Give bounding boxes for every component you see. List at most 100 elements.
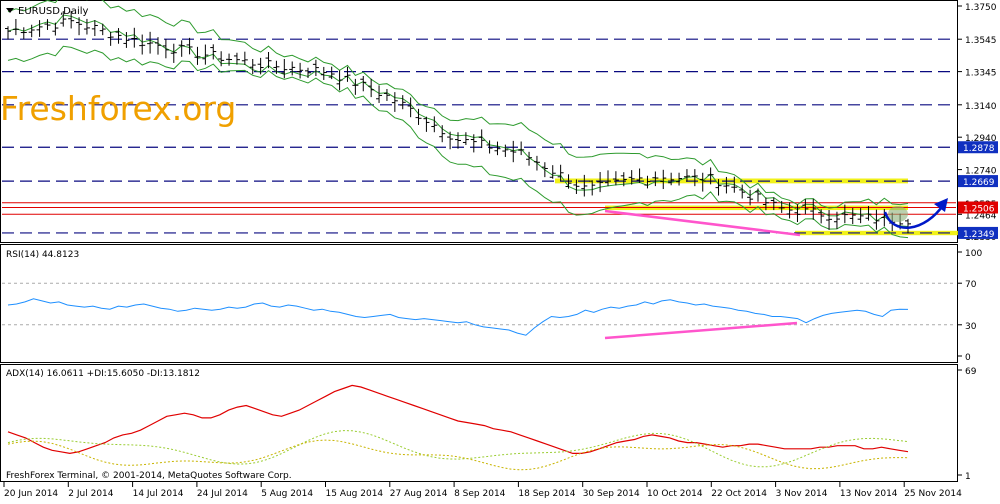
dropdown-triangle-icon[interactable] <box>6 8 14 13</box>
time-tick-label: 5 Aug 2014 <box>261 489 313 499</box>
price-bar <box>841 204 848 224</box>
price-tick-label: 1.2464 <box>965 211 997 221</box>
price-bar <box>707 167 714 185</box>
time-tick-label: 20 Jun 2014 <box>4 489 58 499</box>
price-bar <box>478 129 485 149</box>
price-bar <box>431 116 438 133</box>
price-bar <box>115 28 122 44</box>
time-tick-label: 22 Oct 2014 <box>711 489 767 499</box>
price-bar <box>194 46 201 65</box>
price-bar <box>778 200 785 213</box>
price-bar <box>715 179 722 196</box>
rsi-panel-frame <box>0 244 958 363</box>
price-tick-label: 1.3750 <box>965 3 997 13</box>
price-bar <box>660 169 667 190</box>
price-bar <box>123 32 130 48</box>
price-bar <box>455 132 461 149</box>
price-bar <box>565 174 572 189</box>
price-bar <box>699 172 706 192</box>
price-bar <box>802 199 809 215</box>
price-bar <box>52 22 59 36</box>
price-bar <box>533 155 540 171</box>
price-bar <box>683 169 690 182</box>
price-bar <box>5 26 11 40</box>
price-bar <box>786 202 793 219</box>
price-bar <box>320 66 327 80</box>
rsi-label: RSI(14) 44.8123 <box>6 250 79 260</box>
price-badge-label: 1.2506 <box>963 204 995 214</box>
price-bar <box>391 92 398 112</box>
forecast-arrow <box>883 203 946 229</box>
price-bar <box>494 141 501 156</box>
price-bar <box>597 172 604 193</box>
price-bar <box>581 174 588 197</box>
symbol-label: EURUSD,Daily <box>18 6 89 17</box>
price-bar <box>628 170 635 185</box>
price-bar <box>273 60 280 74</box>
price-bar <box>12 18 19 36</box>
price-bar <box>36 20 43 37</box>
price-bar <box>328 66 335 80</box>
price-bar <box>147 31 154 54</box>
price-bar <box>107 32 114 46</box>
price-bar <box>541 162 548 178</box>
price-bar <box>502 144 509 157</box>
price-bar <box>549 165 556 179</box>
footer-copyright: FreshForex Terminal, © 2001-2014, MetaQu… <box>6 471 292 481</box>
price-bar <box>226 53 233 66</box>
price-bar <box>407 97 414 118</box>
price-bar <box>873 209 880 230</box>
time-tick-label: 8 Sep 2014 <box>454 489 506 499</box>
price-bar <box>186 37 193 55</box>
adx-label: ADX(14) 16.0611 +DI:15.6050 -DI:13.1812 <box>6 369 200 379</box>
price-badge-blue <box>958 175 998 188</box>
price-bar <box>849 208 856 225</box>
price-bar <box>68 10 75 29</box>
price-bar <box>352 78 359 95</box>
price-bar <box>486 140 493 154</box>
symbol-header[interactable]: EURUSD,Daily <box>6 6 89 17</box>
price-bar <box>155 37 161 55</box>
price-bar <box>99 23 106 36</box>
price-bar <box>76 17 83 36</box>
rsi-tick-label: 30 <box>965 322 977 332</box>
price-bar <box>91 20 98 37</box>
price-bar <box>620 172 627 187</box>
price-bar <box>676 172 683 186</box>
band-line <box>7 45 909 239</box>
price-bar <box>762 197 769 211</box>
price-bar <box>202 44 209 65</box>
price-badge-label: 1.2878 <box>963 144 995 154</box>
watermark-text: Freshforex.org <box>0 89 236 128</box>
price-bar <box>131 27 138 48</box>
price-bar <box>83 18 90 35</box>
price-bar <box>178 40 185 57</box>
price-bar <box>399 95 406 110</box>
main-panel-frame <box>0 0 958 243</box>
price-badge-blue <box>958 141 998 154</box>
price-bar <box>818 209 825 224</box>
price-bar <box>865 205 872 221</box>
price-bar <box>739 184 746 199</box>
price-tick-label: 1.3140 <box>965 102 997 112</box>
band-line <box>7 0 909 209</box>
rsi-tick-label: 100 <box>965 249 982 259</box>
price-bar <box>44 19 51 30</box>
price-tick-label: 1.3345 <box>965 69 997 79</box>
rsi-tick-label: 0 <box>965 353 971 363</box>
time-tick-label: 25 Nov 2014 <box>904 489 962 499</box>
adx-line <box>7 384 909 455</box>
price-bar <box>770 197 777 211</box>
price-badge-red <box>958 201 998 214</box>
price-bar <box>510 140 517 163</box>
price-bar <box>794 204 801 223</box>
main-price-panel <box>2 0 958 239</box>
price-bar <box>557 164 564 181</box>
rsi-divergence-line <box>604 321 798 340</box>
price-bar <box>439 125 446 143</box>
axes-group: 1.3750 1.3545 1.3345 1.3140 1.2940 1.2740 1.25… <box>3 3 998 499</box>
price-tick-label: 1.2940 <box>965 134 997 144</box>
price-bar <box>139 34 146 55</box>
time-tick-label: 14 Jul 2014 <box>133 489 184 499</box>
